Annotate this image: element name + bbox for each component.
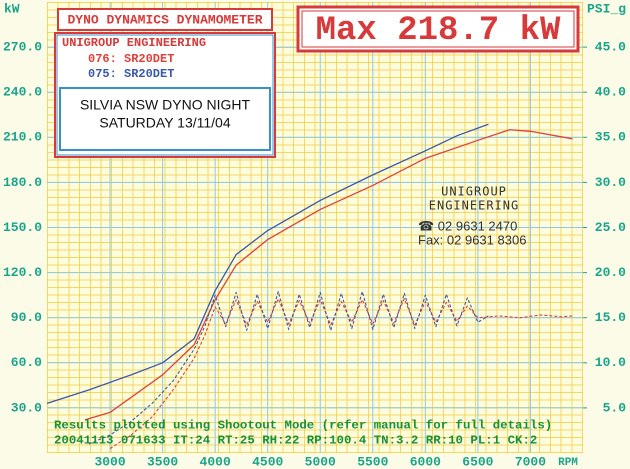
logo-line: ENGINEERING	[429, 199, 519, 213]
y2-tick-label: 30.0	[595, 175, 626, 190]
footer-line: 20041113 071633 IT:24 RT:25 RH:22 RP:100…	[54, 433, 537, 447]
max-power: Max 218.7 kW	[316, 12, 561, 50]
phone: ☎ 02 9631 2470	[418, 218, 517, 233]
x-tick-label: 4000	[200, 454, 231, 469]
x-tick-label: 4500	[252, 454, 283, 469]
grid	[47, 2, 583, 453]
y2-axis-label: PSI_g	[587, 1, 626, 16]
x-tick-label: 7000	[515, 454, 546, 469]
legend-entry: 075: SR20DET	[88, 67, 174, 81]
y2-tick-label: 15.0	[595, 310, 626, 325]
y-tick-label: 210.0	[3, 130, 42, 145]
x-tick-label: 5000	[305, 454, 336, 469]
logo-line: UNIGROUP	[441, 185, 507, 199]
y2-tick-label: 10.0	[595, 355, 626, 370]
x-axis-label: RPM	[558, 457, 578, 469]
event-box	[59, 87, 271, 151]
legend-entry: 076: SR20DET	[88, 52, 174, 66]
x-tick-label: 6500	[462, 454, 493, 469]
y2-tick-label: 20.0	[595, 265, 626, 280]
boost-curve	[109, 298, 573, 449]
y2-tick-label: 35.0	[595, 130, 626, 145]
y-tick-label: 180.0	[3, 175, 42, 190]
x-tick-label: 5500	[357, 454, 388, 469]
event-date: SATURDAY 13/11/04	[99, 115, 230, 131]
x-tick-label: 3000	[94, 454, 125, 469]
y2-tick-label: 40.0	[595, 85, 626, 100]
y-tick-label: 90.0	[11, 310, 42, 325]
y-axis-label: kW	[4, 1, 20, 16]
legend-box-inner	[56, 34, 274, 156]
chart-title: DYNO DYNAMICS DYNAMOMETER	[67, 12, 262, 27]
boost-curve	[88, 290, 489, 445]
title-box	[57, 8, 273, 31]
y-tick-label: 240.0	[3, 85, 42, 100]
y2-tick-label: 45.0	[595, 40, 626, 55]
max-box-inner	[301, 10, 575, 48]
x-tick-label: 3500	[147, 454, 178, 469]
max-box	[296, 5, 580, 53]
power-curve	[84, 129, 573, 421]
y-tick-label: 270.0	[3, 40, 42, 55]
curves	[46, 123, 573, 449]
x-tick-label: 6000	[410, 454, 441, 469]
y2-tick-label: 5.0	[603, 400, 627, 415]
y-tick-label: 120.0	[3, 265, 42, 280]
event-name: SILVIA NSW DYNO NIGHT	[80, 97, 251, 113]
footer-line: Results plotted using Shootout Mode (ref…	[54, 418, 552, 432]
fax: Fax: 02 9631 8306	[418, 232, 526, 247]
y2-tick-label: 25.0	[595, 220, 626, 235]
legend-title: UNIGROUP ENGINEERING	[62, 36, 206, 50]
y-tick-label: 60.0	[11, 355, 42, 370]
y-tick-label: 150.0	[3, 220, 42, 235]
power-curve	[46, 123, 489, 405]
y-tick-label: 30.0	[11, 400, 42, 415]
